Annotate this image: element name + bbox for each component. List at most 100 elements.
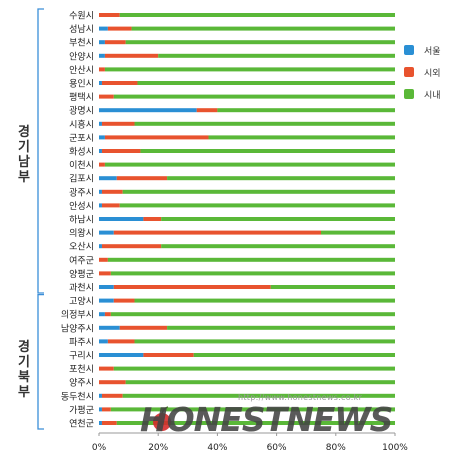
bar-segment-city [122,393,396,398]
category-label: 의정부시 [61,310,94,321]
category-label: 용인시 [69,79,94,90]
bar-segment-intercity [196,108,218,113]
bar-segment-intercity [104,135,209,140]
bar-segment-city [119,203,395,208]
bar-segment-intercity [101,121,135,126]
bar-segment-city [113,94,396,99]
bar-segment-seoul [99,108,197,113]
bar-segment-city [104,162,396,167]
bar-segment-seoul [99,421,102,425]
bar-segment-intercity [113,285,271,289]
category-label: 하남시 [69,215,94,226]
x-tick-label: 80% [326,443,346,453]
bar-segment-city [217,108,395,113]
category-label: 평택시 [69,92,94,103]
category-label: 연천군 [69,419,94,430]
bar-segment-city [110,407,395,412]
category-label: 남양주시 [61,323,94,334]
bar-segment-intercity [143,217,162,221]
group-bracket-0 [37,8,44,294]
legend-item-seoul: 서울 [404,45,450,61]
bar-segment-intercity [99,13,120,17]
bar-segment-seoul [99,40,105,45]
category-label: 광명시 [69,105,94,117]
bar-segment-intercity [99,257,108,262]
bar-segment-seoul [99,176,117,181]
category-label: 양평군 [69,269,94,280]
bar-segment-city [122,189,396,194]
bar-segment-city [167,176,395,181]
group-bracket-1 [37,293,44,430]
legend-item-city: 시내 [404,89,450,105]
legend-label-city: 시내 [424,91,441,101]
category-label: 여주군 [69,254,94,266]
bar-segment-intercity [104,40,126,45]
bar-segment-city [116,421,395,425]
legend-swatch-intercity [404,67,414,77]
bar-segment-intercity [99,67,105,72]
bar-segment-intercity [113,230,321,235]
bar-segment-intercity [107,26,132,31]
bar-segment-seoul [99,393,102,398]
category-label: 성남시 [69,24,94,35]
bar-segment-city [270,285,395,289]
category-label: 김포시 [69,173,94,185]
category-label: 안양시 [69,51,94,62]
bar-segment-intercity [101,244,162,249]
bar-segment-seoul [99,135,105,140]
bar-segment-intercity [143,353,194,357]
apple-leaf-icon [161,406,169,414]
bar-segment-seoul [99,189,102,194]
bar-segment-intercity [101,407,111,412]
bar-segment-city [161,217,395,221]
category-label: 가평군 [69,405,94,416]
bar-segment-intercity [101,189,123,194]
bar-segment-city [167,325,395,330]
category-label: 이천시 [69,160,94,171]
legend-label-seoul: 서울 [424,47,441,57]
bar-segment-intercity [119,325,168,330]
bar-segment-intercity [104,53,159,58]
bar-segment-intercity [99,162,105,167]
category-label: 오산시 [69,242,94,253]
bar-segment-intercity [101,421,117,425]
category-label: 파주시 [69,337,94,348]
bar-segment-city [137,81,396,85]
bar-segment-intercity [116,176,168,181]
x-tick-label: 0% [92,443,107,453]
category-label: 수원시 [69,11,94,22]
category-label: 군포시 [69,133,94,144]
category-label: 포천시 [69,364,94,375]
bar-segment-seoul [99,81,102,85]
bar-segment-intercity [99,271,111,276]
category-label: 동두천시 [61,391,94,402]
bar-segment-city [321,230,395,235]
bar-segment-seoul [99,285,114,289]
bar-segment-city [113,366,396,371]
bar-segment-intercity [107,339,135,344]
bar-segment-city [104,67,396,72]
bar-segment-city [107,257,395,262]
bar-segment-city [125,40,395,45]
category-label: 안산시 [69,65,94,76]
category-label: 의왕시 [69,228,94,239]
legend-item-intercity: 시외 [404,67,450,83]
category-label: 광주시 [69,186,94,198]
group-label-south: 경기남부 [18,125,30,185]
bar-segment-seoul [99,53,105,58]
bar-segment-seoul [99,230,114,235]
x-tick-label: 40% [207,443,227,453]
category-label: 부천시 [69,38,94,49]
bar-segment-intercity [99,94,114,99]
legend-label-intercity: 시외 [424,69,441,79]
group-label-north: 경기북부 [18,340,30,400]
bar-segment-city [134,339,395,344]
bar-segment-city [110,312,395,317]
category-label: 화성시 [69,147,94,158]
bar-segment-seoul [99,407,102,412]
bar-segment-seoul [99,312,105,317]
bar-segment-seoul [99,149,102,153]
category-label: 안성시 [69,201,94,212]
bar-segment-intercity [101,203,120,208]
bar-segment-city [208,135,395,140]
